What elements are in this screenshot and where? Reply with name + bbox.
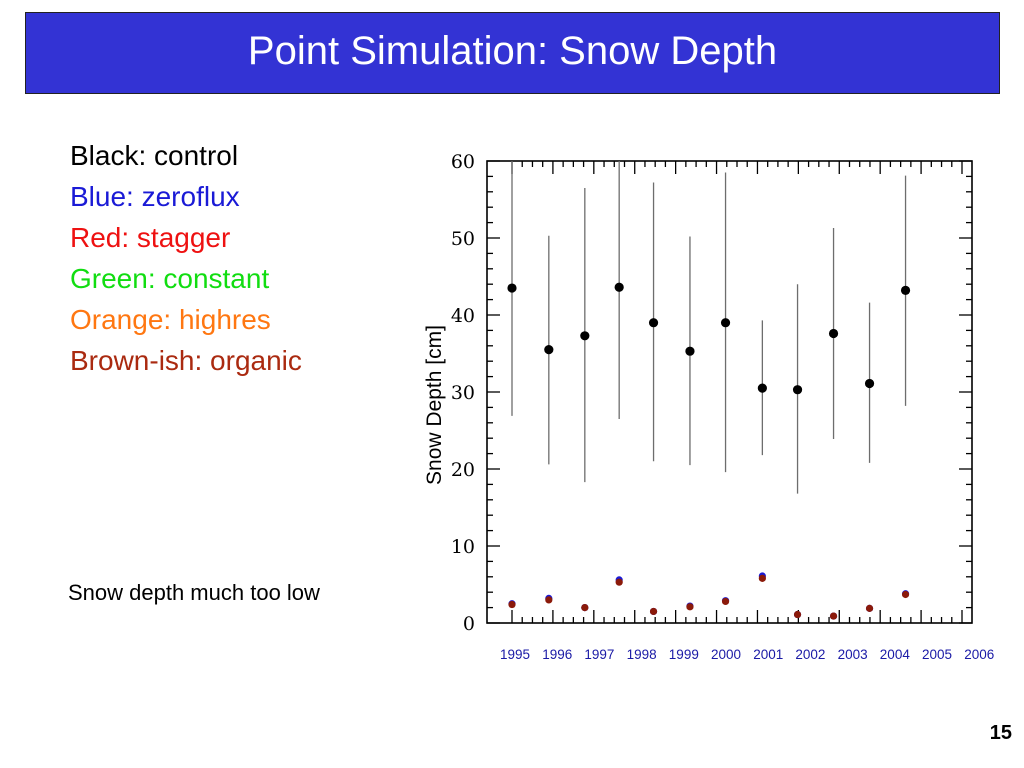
y-tick-label: 10 [451,536,475,558]
x-tick-label: 1995 [500,647,530,662]
data-point [686,603,694,611]
x-tick-label: 2003 [838,647,868,662]
legend-list: Black: control Blue: zeroflux Red: stagger… [70,135,302,381]
legend-item: Red: stagger [70,222,231,253]
slide-note: Snow depth much too low [68,580,320,605]
legend-item: Blue: zeroflux [70,181,240,212]
data-point [507,283,517,293]
data-point [721,597,730,606]
x-tick-label: 2000 [711,647,741,662]
data-point [758,574,766,582]
legend-item: Orange: highres [70,304,271,335]
legend-item: Green: constant [70,263,270,294]
series-group-1 [508,572,910,620]
y-tick-label: 60 [451,151,475,173]
data-point [864,378,875,389]
data-point [828,328,839,339]
data-point [615,578,623,586]
x-tick-label: 2006 [964,647,994,662]
data-point [544,345,554,355]
x-tick-label: 1997 [584,647,614,662]
data-point [508,600,516,609]
x-tick-label: 2005 [922,647,952,662]
page-number: 15 [989,722,1012,744]
series-group-2 [508,574,910,620]
data-point [649,607,658,616]
x-tick-label: 2001 [753,647,783,662]
data-point [901,590,910,599]
title-bar: Point Simulation: Snow Depth [25,12,1000,94]
data-point [580,331,590,341]
x-tick-label: 1998 [627,647,657,662]
y-tick-label: 50 [451,228,475,250]
data-point [900,285,911,295]
data-point [685,346,695,356]
y-tick-label: 30 [451,382,475,404]
data-point [581,604,589,612]
data-point [829,612,838,620]
data-point [865,604,874,612]
data-point [648,318,659,328]
slide-title: Point Simulation: Snow Depth [247,28,778,73]
x-tick-label: 2002 [795,647,825,662]
data-point [792,385,803,395]
data-point [614,282,624,292]
series-group-0 [507,161,911,494]
data-point [757,383,767,393]
x-tick-label: 1999 [669,647,699,662]
x-tick-label: 1996 [542,647,572,662]
x-tick-label: 2004 [880,647,911,662]
legend-item: Brown-ish: organic [70,345,302,376]
y-tick-label: 20 [451,459,475,481]
data-point [720,318,731,328]
data-point [545,596,553,604]
legend-item: Black: control [70,140,239,171]
y-tick-label: 0 [463,613,475,635]
y-tick-label: 40 [451,305,475,327]
y-axis-label: Snow Depth [cm] [423,325,446,485]
plot-frame [486,160,973,624]
data-point [793,610,802,619]
